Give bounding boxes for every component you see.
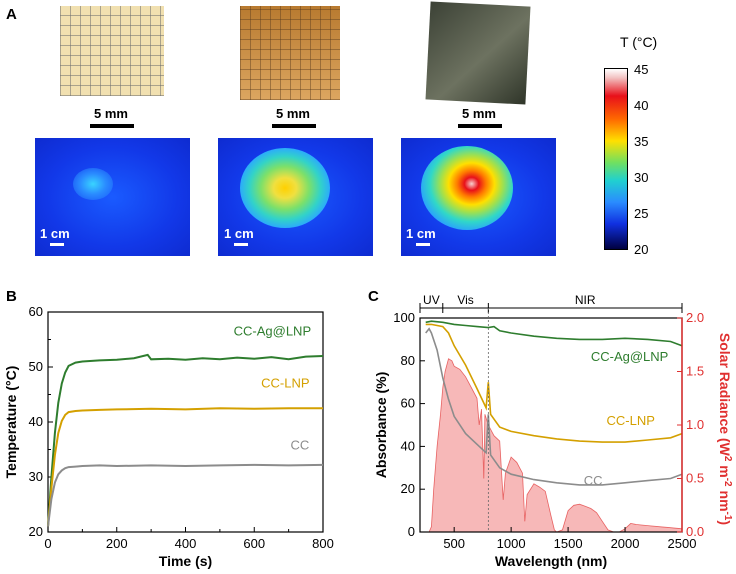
y-tick-label: 20 xyxy=(401,481,415,496)
y-tick-label: 40 xyxy=(401,438,415,453)
scale-label-thermal-1: 1 cm xyxy=(40,226,70,241)
y2-axis-label-text: nm xyxy=(717,487,733,512)
y-tick-label: 60 xyxy=(401,396,415,411)
photo-cc-lnp xyxy=(240,6,340,100)
y2-axis-label-superscript: -1 xyxy=(722,512,733,521)
colorbar-tick: 20 xyxy=(634,242,649,257)
x-tick-label: 400 xyxy=(175,536,197,551)
x-tick-label: 600 xyxy=(243,536,265,551)
x-tick-label: 1500 xyxy=(554,536,583,551)
x-axis-label: Wavelength (nm) xyxy=(495,553,607,569)
photo-cc xyxy=(60,6,164,96)
y-tick-label: 30 xyxy=(29,469,43,484)
x-tick-label: 800 xyxy=(312,536,334,551)
scale-label-thermal-3: 1 cm xyxy=(406,226,436,241)
thermal-image-cc-ag-lnp xyxy=(401,138,556,256)
colorbar-title: T (°C) xyxy=(620,34,658,50)
scale-label-photo-1: 5 mm xyxy=(94,106,128,121)
scalebar-photo-2 xyxy=(272,124,316,128)
y2-tick-label: 2.0 xyxy=(686,310,704,325)
series-label: CC-Ag@LNP xyxy=(591,349,669,364)
y2-axis-label: Solar Radiance (W2 m-2 nm-1) xyxy=(717,333,733,525)
region-label: Vis xyxy=(457,293,473,307)
series-line-cc-lnp xyxy=(47,407,323,527)
y-tick-label: 0 xyxy=(408,524,415,539)
series-line-cc xyxy=(425,327,683,486)
y2-axis-label-text: m xyxy=(717,461,733,477)
x-tick-label: 200 xyxy=(106,536,128,551)
series-line-cc-lnp xyxy=(425,323,683,443)
x-tick-label: 2500 xyxy=(668,536,697,551)
series-label: CC xyxy=(584,473,603,488)
solar-radiance-area xyxy=(428,358,683,533)
scalebar-thermal-2 xyxy=(234,243,248,246)
colorbar-tick: 30 xyxy=(634,170,649,185)
series-label: CC-LNP xyxy=(607,413,655,428)
colorbar-tick: 25 xyxy=(634,206,649,221)
panel-label-b: B xyxy=(6,288,17,305)
y2-axis-label-text: Solar Radiance (W xyxy=(717,333,733,457)
panel-label-a: A xyxy=(6,6,17,23)
series-line-cc xyxy=(47,463,324,527)
y2-axis-label-text: ) xyxy=(717,520,733,525)
x-tick-label: 500 xyxy=(443,536,465,551)
x-tick-label: 2000 xyxy=(611,536,640,551)
temperature-chart: 0 200 400 600 800 20 30 40 50 60 Time (s) Temperatu… xyxy=(3,304,334,569)
scale-label-photo-2: 5 mm xyxy=(276,106,310,121)
scalebar-thermal-1 xyxy=(50,243,64,246)
colorbar-tick: 35 xyxy=(634,134,649,149)
y2-tick-label: 0.0 xyxy=(686,524,704,539)
thermal-image-cc-lnp xyxy=(218,138,373,256)
panel-label-c: C xyxy=(368,288,379,305)
series-label: CC-Ag@LNP xyxy=(234,324,312,339)
absorbance-chart: CC-Ag@LNP CC-LNP CC 500 1000 1500 2000 2500 0 20 4… xyxy=(373,293,733,569)
y-tick-label: 50 xyxy=(29,359,43,374)
thermal-image-cc xyxy=(35,138,190,256)
colorbar xyxy=(604,68,628,250)
colorbar-tick: 40 xyxy=(634,98,649,113)
region-label: NIR xyxy=(575,293,596,307)
y-axis-label: Absorbance (%) xyxy=(373,372,389,479)
y-tick-label: 60 xyxy=(29,304,43,319)
y-tick-label: 20 xyxy=(29,524,43,539)
series-line-cc-ag-lnp xyxy=(425,320,683,347)
colorbar-tick: 45 xyxy=(634,62,649,77)
series-line-cc-ag-lnp xyxy=(47,353,324,527)
scalebar-photo-3 xyxy=(458,124,502,128)
y-tick-label: 100 xyxy=(393,310,415,325)
series-label: CC-LNP xyxy=(261,375,309,390)
y2-tick-label: 0.5 xyxy=(686,471,704,486)
y2-axis-label-superscript: 2 xyxy=(722,456,733,462)
plot-frame xyxy=(47,311,324,533)
y2-axis-label-superscript: -2 xyxy=(722,478,733,487)
series-label: CC xyxy=(290,438,309,453)
scale-label-photo-3: 5 mm xyxy=(462,106,496,121)
scalebar-photo-1 xyxy=(90,124,134,128)
x-tick-label: 0 xyxy=(44,536,51,551)
y2-tick-label: 1.5 xyxy=(686,364,704,379)
scalebar-thermal-3 xyxy=(416,243,430,246)
photo-cc-ag-lnp xyxy=(425,1,531,105)
scale-label-thermal-2: 1 cm xyxy=(224,226,254,241)
y-axis-label: Temperature (°C) xyxy=(3,366,19,479)
y-tick-label: 80 xyxy=(401,353,415,368)
region-label: UV xyxy=(423,293,440,307)
x-tick-label: 1000 xyxy=(497,536,526,551)
y-tick-label: 40 xyxy=(29,414,43,429)
x-axis-label: Time (s) xyxy=(159,553,212,569)
y2-tick-label: 1.0 xyxy=(686,417,704,432)
